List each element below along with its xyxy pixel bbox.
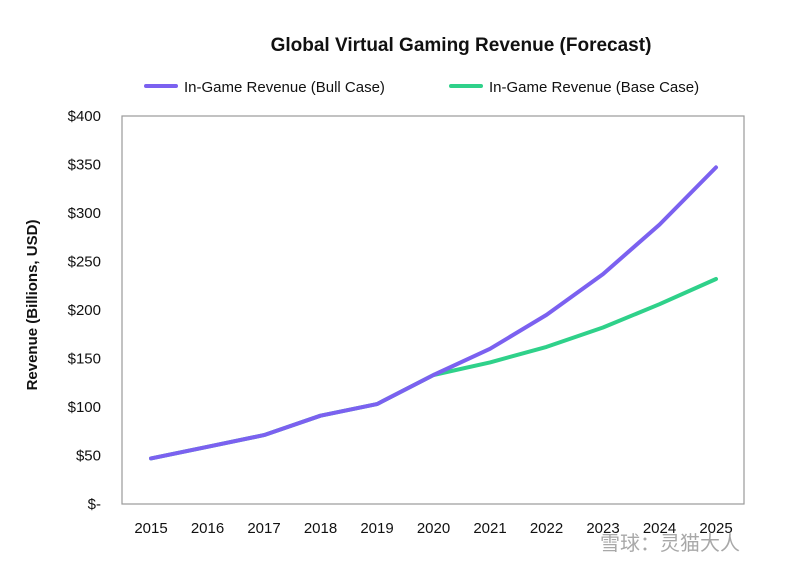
y-tick-label: $250 [68, 254, 101, 271]
legend-label-bull: In-Game Revenue (Bull Case) [184, 79, 385, 96]
legend: In-Game Revenue (Bull Case) In-Game Reve… [144, 79, 699, 96]
x-tick-label: 2020 [417, 520, 450, 537]
x-axis-ticks: 2015 2016 2017 2018 2019 2020 2021 2022 2023 2024… [134, 520, 732, 537]
x-tick-label: 2024 [643, 520, 676, 537]
y-tick-label: $300 [68, 205, 101, 222]
legend-label-base: In-Game Revenue (Base Case) [489, 79, 699, 96]
plot-area-frame [121, 115, 745, 505]
x-tick-label: 2021 [473, 520, 506, 537]
x-tick-label: 2015 [134, 520, 167, 537]
y-tick-label: $200 [68, 302, 101, 319]
y-tick-label: $100 [68, 399, 101, 416]
y-tick-label: $50 [76, 448, 101, 465]
x-tick-label: 2022 [530, 520, 563, 537]
x-tick-label: 2023 [586, 520, 619, 537]
x-tick-label: 2025 [699, 520, 732, 537]
series-lines [149, 165, 718, 461]
chart-title: Global Virtual Gaming Revenue (Forecast) [271, 35, 652, 56]
y-axis-label: Revenue (Billions, USD) [24, 220, 41, 391]
y-tick-label: $400 [68, 108, 101, 125]
x-tick-label: 2017 [247, 520, 280, 537]
watermark: 雪球：灵猫大人 [600, 532, 740, 555]
x-tick-label: 2018 [304, 520, 337, 537]
x-tick-label: 2019 [360, 520, 393, 537]
series-line-bull-case [149, 165, 718, 461]
y-tick-label: $350 [68, 157, 101, 174]
series-line-base-case [149, 277, 718, 461]
y-tick-label: $150 [68, 351, 101, 368]
y-axis-ticks: $- $50 $100 $150 $200 $250 $300 $350 $400 [68, 108, 101, 513]
x-tick-label: 2016 [191, 520, 224, 537]
y-tick-label: $- [88, 496, 101, 513]
